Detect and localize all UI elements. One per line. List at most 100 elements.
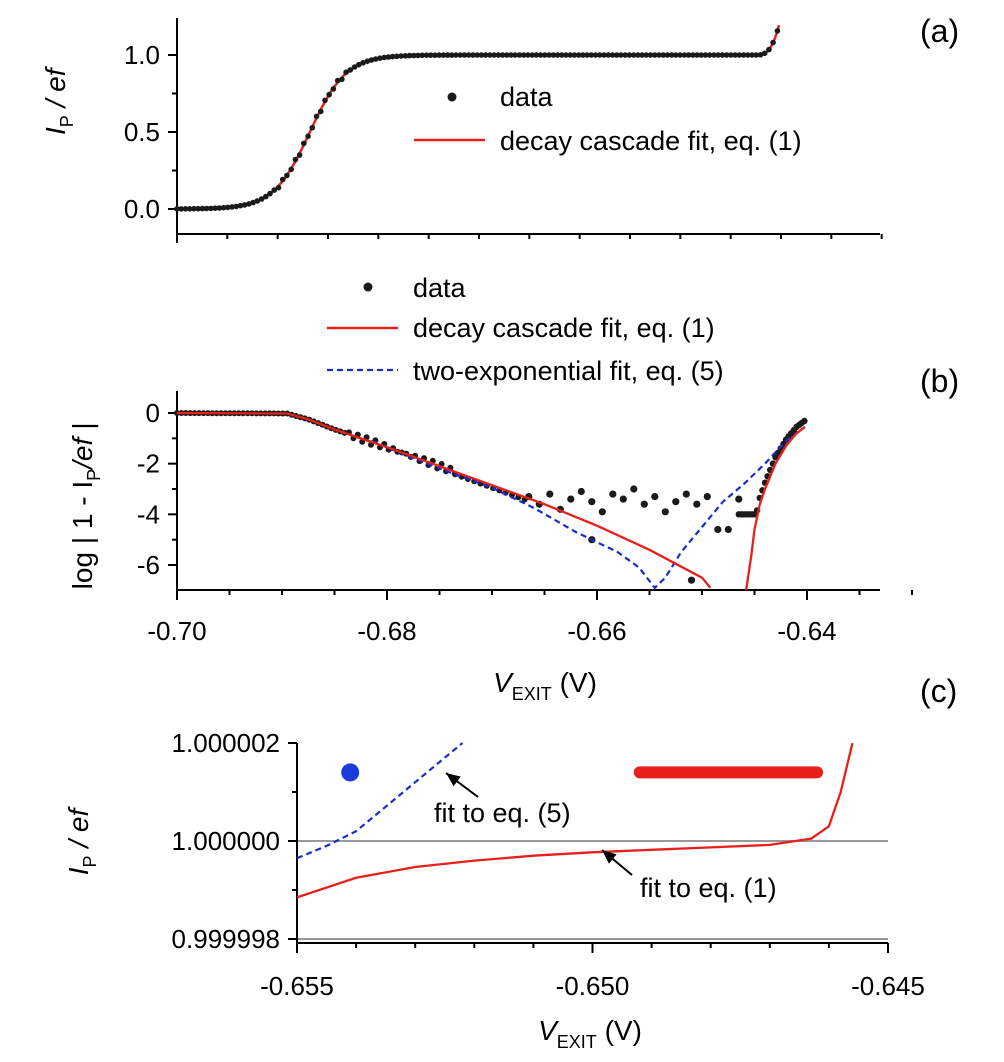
panel-b-fit2-line: [370, 426, 806, 590]
panel-a-data-point: [174, 206, 180, 212]
panel-b-xlabel: VEXIT (V): [493, 667, 597, 704]
panel-a-data-point: [706, 52, 713, 58]
panel-a-data-point: [630, 52, 637, 58]
panel-b-xlabel-main: V: [493, 667, 514, 698]
panel-a-data-point: [643, 52, 650, 58]
panel-a-data-point: [757, 52, 764, 58]
panel-c-ylabel-rest: / ef: [63, 806, 94, 856]
panel-a-data-point: [491, 52, 497, 58]
panel-a-data-point: [339, 76, 345, 83]
panel-a-data-point: [588, 52, 595, 58]
panel-a-data-point: [605, 52, 612, 58]
panel-a-data-point: [229, 204, 235, 210]
panel-b-ytick-label: 0: [146, 398, 160, 428]
panel-a-data-point: [487, 52, 493, 58]
panel-a-data-point: [533, 52, 540, 58]
panel-c-blue-marker: [341, 763, 360, 782]
panel-a-data-point: [288, 166, 295, 173]
panel-a-data-point: [639, 52, 645, 58]
panel-b: data decay cascade fit, eq. (1) two-expo…: [67, 273, 959, 704]
panel-a-label: (a): [920, 13, 959, 49]
panel-a-data-point: [563, 52, 569, 58]
panel-a-data-point: [449, 52, 455, 58]
panel-b-data-point: [687, 576, 696, 584]
panel-a-data-point: [241, 202, 248, 208]
panel-a-data-point: [427, 52, 434, 58]
panel-a-data-point: [474, 52, 481, 58]
panel-b-data-point: [640, 500, 648, 508]
panel-c-xtick-label: -0.650: [556, 971, 630, 1001]
panel-b-data-point: [693, 500, 701, 508]
panel-b-xlabel-rest: (V): [552, 667, 597, 698]
panel-c-fit5-curve: [296, 742, 464, 860]
panel-a-data-point: [356, 61, 362, 68]
panel-a-legend-data-marker: [447, 92, 457, 102]
panel-a-data-point: [656, 52, 662, 58]
panel-a-ytick-labels: 0.0 0.5 1.0: [124, 40, 160, 224]
panel-a-data-point: [516, 52, 523, 58]
panel-a-data-point: [432, 52, 438, 58]
panel-a-data-point: [761, 50, 768, 57]
panel-a-data-point: [525, 52, 531, 58]
panel-a-data-point: [186, 206, 193, 212]
panel-c: (c) -0.655 -0.650 -0.645 0.999998 1.000000 1.…: [63, 673, 957, 1052]
panel-b-data-point: [724, 525, 732, 534]
panel-a-data-point: [702, 52, 709, 58]
panel-c-ylabel-sub: P: [80, 855, 100, 867]
panel-c-ytick-label: 0.999998: [172, 924, 280, 954]
panel-a-data-point: [182, 206, 189, 212]
panel-b-ylabel: log | 1 - IP/ef |: [67, 423, 104, 590]
panel-a-data-point: [504, 52, 510, 58]
panel-a-data-point: [351, 64, 358, 70]
panel-b-fit-lines: [176, 411, 806, 591]
panel-a-data-point: [237, 202, 244, 209]
panel-a-data-point: [457, 52, 464, 58]
panel-b-xtick-label: -0.64: [777, 616, 836, 646]
panel-a-data-point: [368, 57, 375, 63]
panel-a-legend: data decay cascade fit, eq. (1): [414, 82, 802, 156]
panel-a-data-point: [482, 52, 489, 58]
panel-a-data-point: [250, 199, 256, 206]
panel-b-data-point: [651, 493, 659, 501]
panel-a-data-point: [736, 52, 743, 58]
panel-b-ytick-label: -4: [137, 499, 160, 529]
panel-b-legend-data-label: data: [413, 273, 467, 303]
panel-a-data-point: [444, 52, 451, 58]
panel-a-data-point: [377, 55, 383, 61]
panel-a-data-point: [326, 91, 333, 98]
panel-a-data-point: [584, 52, 590, 58]
panel-b-data-points: [174, 410, 808, 584]
panel-a-data-point: [275, 184, 282, 191]
panel-c-arrow-fit5-head: [446, 773, 461, 787]
panel-a-ytick-label: 0.5: [124, 117, 160, 147]
panel-a-data-point: [580, 52, 586, 58]
panel-a-data-point: [647, 52, 654, 58]
panel-a-data-point: [465, 52, 472, 58]
panel-a-data-point: [453, 52, 459, 58]
panel-a-ytick-label: 0.0: [124, 194, 160, 224]
panel-a-data-point: [296, 152, 303, 158]
panel-b-fit1-line: [176, 411, 712, 589]
panel-a-data-point: [660, 52, 666, 58]
panel-a-data-point: [284, 172, 290, 179]
panel-b-label: (b): [920, 363, 959, 399]
panel-b-ytick-label: -6: [137, 550, 160, 580]
panel-b-legend: data decay cascade fit, eq. (1) two-expo…: [327, 273, 724, 386]
panel-a-data-point: [668, 52, 675, 58]
panel-a-data-point: [626, 52, 633, 58]
panel-b-data-point: [619, 495, 627, 503]
panel-b-data-point: [672, 498, 680, 506]
panel-c-xlabel: VEXIT (V): [538, 1015, 642, 1052]
panel-a-data-point: [419, 52, 426, 59]
panel-a-data-point: [723, 52, 730, 58]
panel-a-data-point: [681, 52, 688, 58]
panel-a-data-point: [398, 53, 404, 59]
panel-a-data-point: [402, 53, 409, 59]
panel-c-annotation-fit1: fit to eq. (1): [640, 873, 777, 903]
panel-a-data-point: [571, 52, 578, 58]
panel-a-data-point: [208, 205, 214, 212]
panel-a-data-point: [305, 133, 311, 139]
panel-b-legend-fit1-label: decay cascade fit, eq. (1): [413, 313, 715, 343]
panel-a-data-point: [542, 52, 548, 58]
panel-a-data-point: [347, 67, 354, 73]
